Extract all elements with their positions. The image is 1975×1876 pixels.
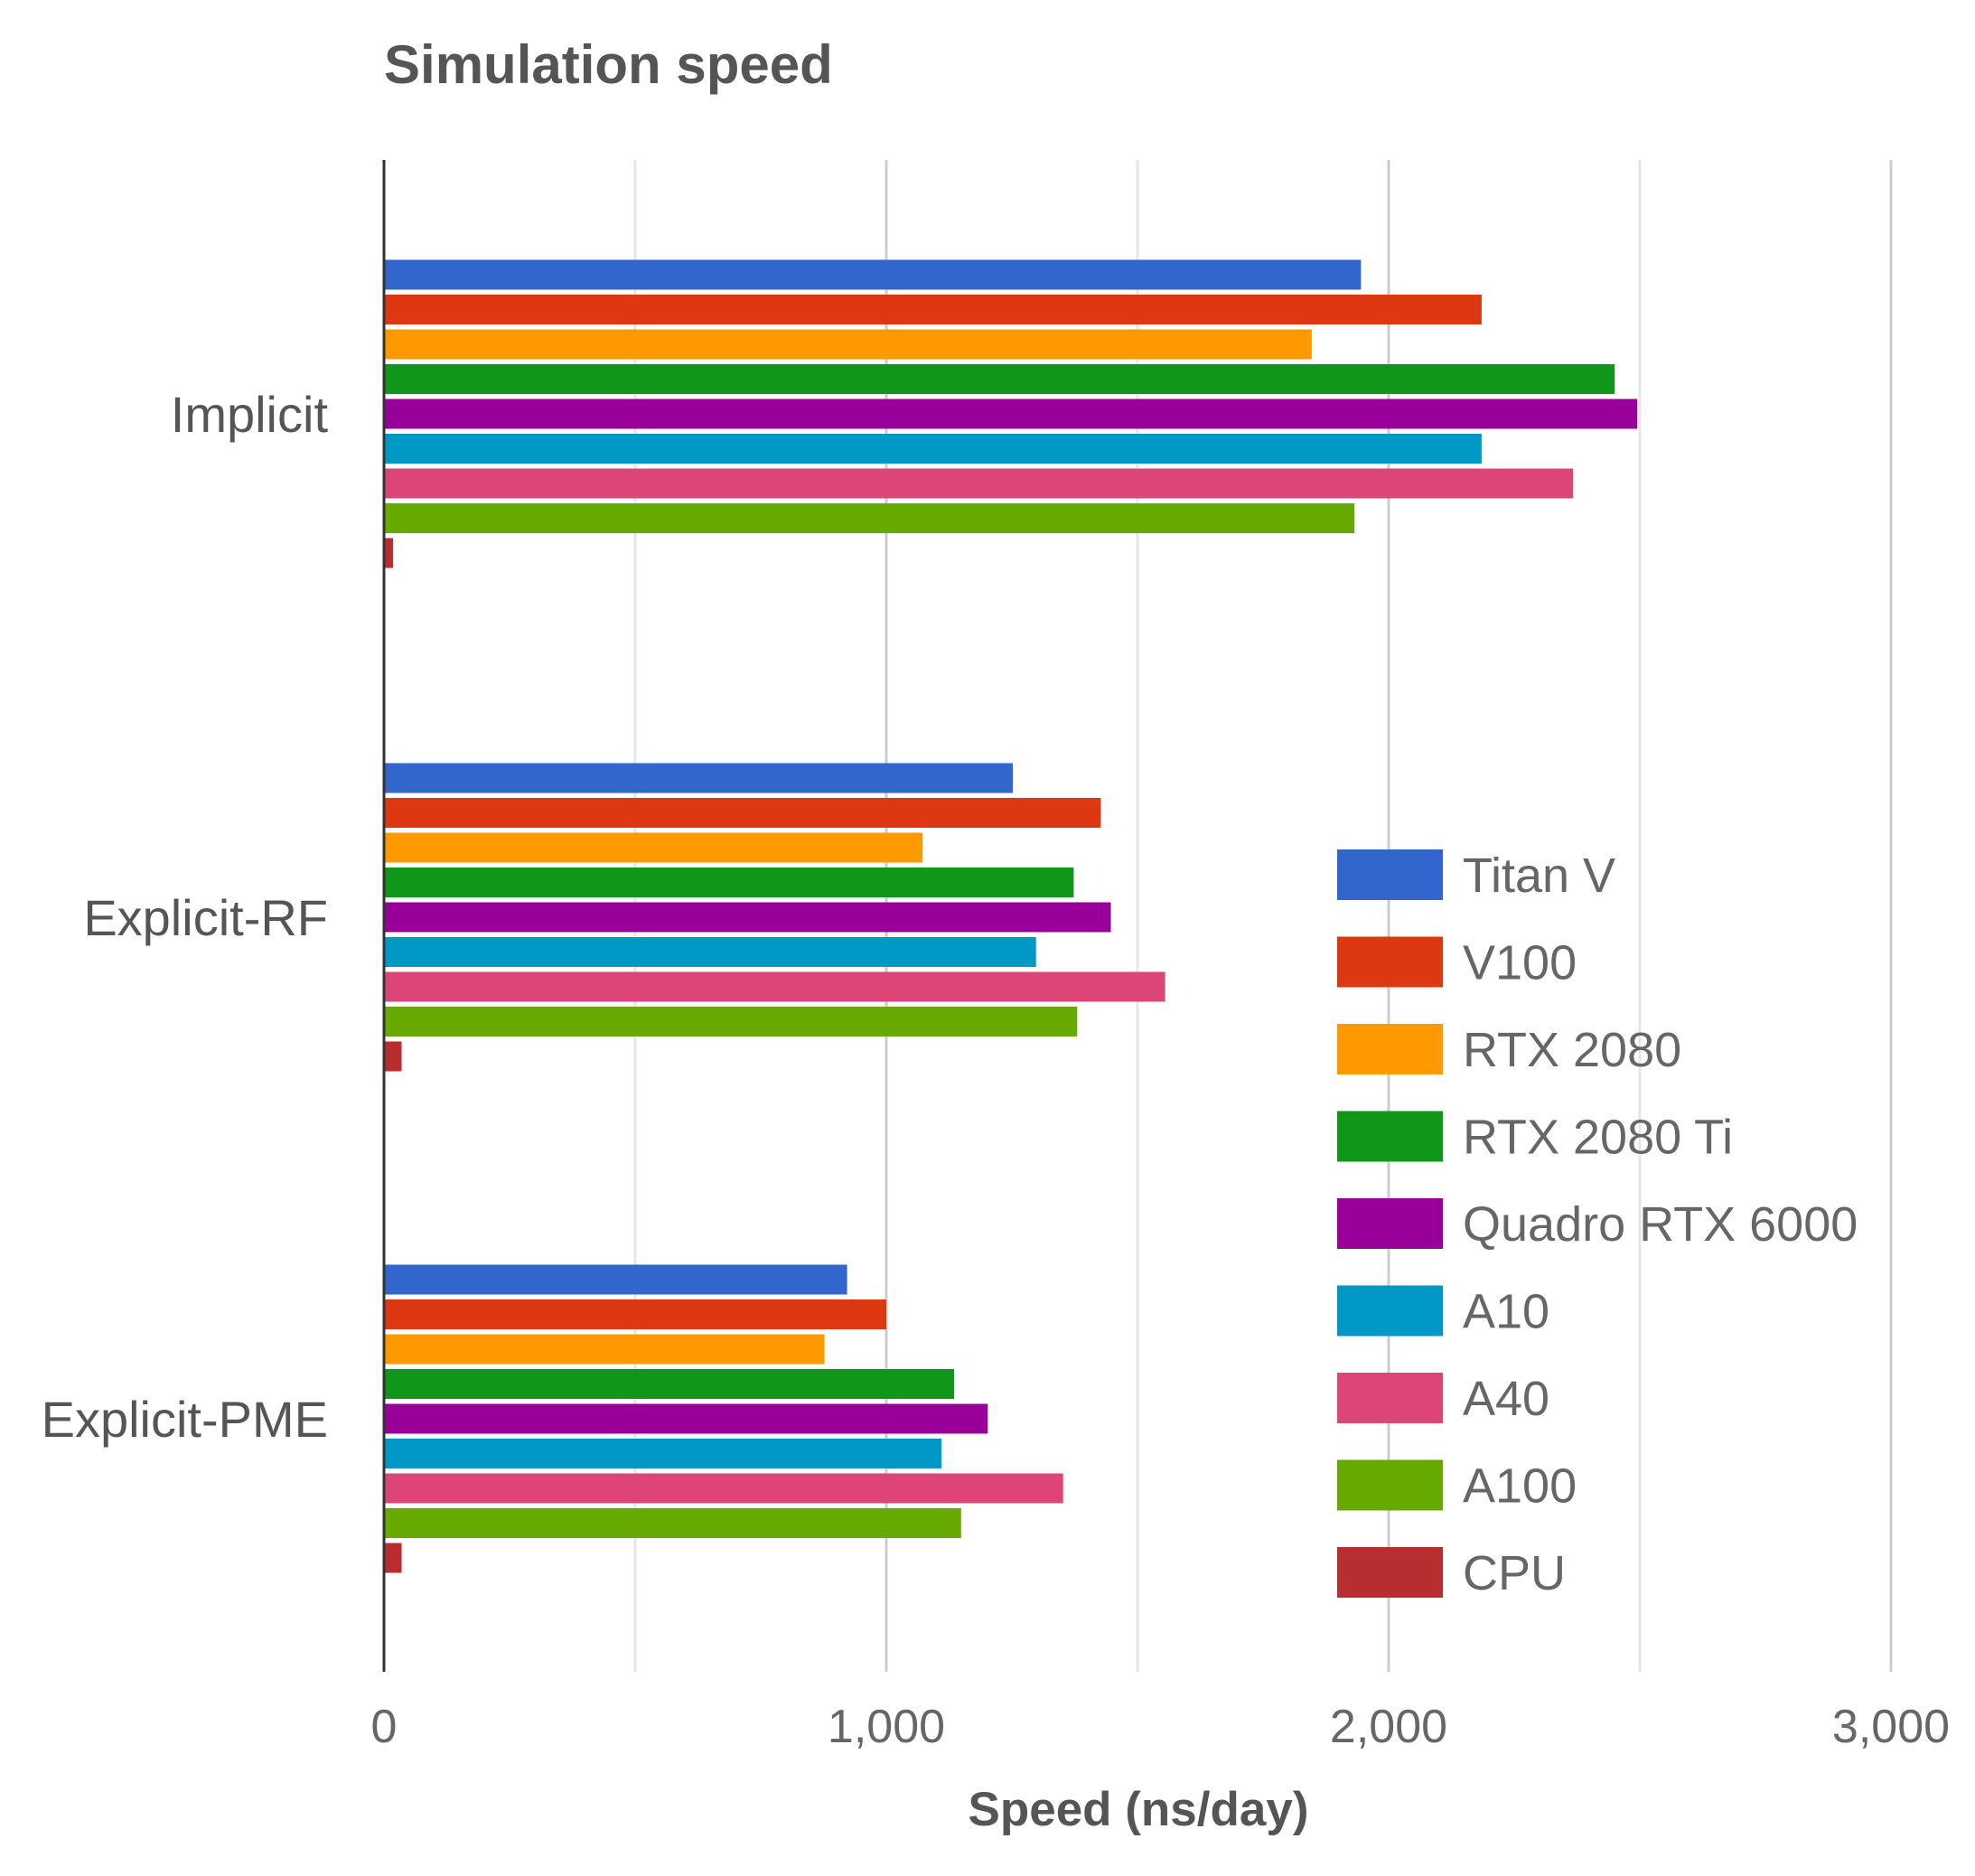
legend-label: CPU — [1463, 1546, 1566, 1600]
category-label: Explicit-RF — [83, 889, 328, 946]
legend-item: V100 — [1337, 936, 1577, 990]
bar-implicit-a10 — [384, 434, 1482, 464]
legend-label: A40 — [1463, 1372, 1549, 1426]
bar-implicit-titan-v — [384, 259, 1362, 290]
x-tick-label: 2,000 — [1330, 1701, 1447, 1753]
bar-explicit-pme-rtx-2080 — [384, 1334, 825, 1365]
x-tick-labels: 0 1,000 2,000 3,000 — [371, 1701, 1951, 1753]
bar-explicit-pme-a100 — [384, 1508, 961, 1538]
bars — [384, 259, 1638, 1573]
legend-item: Titan V — [1337, 849, 1615, 903]
bar-explicit-rf-a100 — [384, 1007, 1078, 1036]
legend: Titan V V100 RTX 2080 RTX 2080 Ti Quadro RTX… — [1337, 849, 1858, 1600]
bar-explicit-rf-v100 — [384, 798, 1101, 828]
x-axis-title: Speed (ns/day) — [969, 1783, 1309, 1836]
legend-item: A100 — [1337, 1459, 1577, 1514]
bar-explicit-pme-a40 — [384, 1473, 1063, 1504]
legend-label: A100 — [1463, 1459, 1577, 1514]
x-tick-label: 0 — [371, 1701, 398, 1753]
x-tick-label: 1,000 — [828, 1701, 945, 1753]
legend-label: V100 — [1463, 936, 1577, 990]
chart-title: Simulation speed — [384, 34, 833, 95]
legend-item: A10 — [1337, 1285, 1549, 1339]
bar-explicit-rf-quadro-rtx-6000 — [384, 902, 1111, 933]
bar-implicit-quadro-rtx-6000 — [384, 399, 1638, 429]
bar-implicit-rtx-2080-ti — [384, 364, 1615, 394]
legend-swatch — [1337, 1547, 1443, 1598]
legend-item: RTX 2080 — [1337, 1023, 1681, 1077]
x-tick-label: 3,000 — [1832, 1701, 1950, 1753]
legend-label: Titan V — [1463, 849, 1615, 903]
legend-item: A40 — [1337, 1372, 1549, 1426]
bar-explicit-rf-cpu — [384, 1041, 402, 1072]
legend-label: RTX 2080 Ti — [1463, 1111, 1733, 1165]
bar-explicit-pme-v100 — [384, 1299, 886, 1329]
legend-swatch — [1337, 1111, 1443, 1162]
legend-label: RTX 2080 — [1463, 1023, 1681, 1077]
bar-implicit-a100 — [384, 503, 1355, 533]
legend-label: Quadro RTX 6000 — [1463, 1197, 1858, 1252]
legend-swatch — [1337, 1459, 1443, 1511]
legend-swatch — [1337, 1024, 1443, 1074]
bar-explicit-rf-titan-v — [384, 763, 1014, 793]
legend-label: A10 — [1463, 1285, 1549, 1339]
category-label: Explicit-PME — [42, 1391, 328, 1448]
bar-implicit-a40 — [384, 468, 1574, 499]
bar-explicit-pme-titan-v — [384, 1264, 847, 1295]
legend-swatch — [1337, 849, 1443, 900]
legend-item: Quadro RTX 6000 — [1337, 1197, 1858, 1252]
bar-explicit-rf-rtx-2080-ti — [384, 868, 1074, 897]
bar-explicit-rf-rtx-2080 — [384, 832, 922, 863]
legend-swatch — [1337, 1373, 1443, 1423]
category-labels: Implicit Explicit-RF Explicit-PME — [42, 386, 329, 1448]
bar-explicit-pme-cpu — [384, 1543, 402, 1573]
legend-item: CPU — [1337, 1546, 1566, 1600]
bar-implicit-rtx-2080 — [384, 329, 1312, 360]
bar-explicit-rf-a10 — [384, 937, 1036, 967]
bar-explicit-pme-quadro-rtx-6000 — [384, 1403, 988, 1434]
legend-swatch — [1337, 1285, 1443, 1337]
legend-item: RTX 2080 Ti — [1337, 1111, 1733, 1165]
bar-explicit-rf-a40 — [384, 971, 1165, 1002]
bar-implicit-v100 — [384, 295, 1482, 324]
category-label: Implicit — [171, 386, 329, 443]
bar-explicit-pme-a10 — [384, 1439, 942, 1468]
legend-swatch — [1337, 936, 1443, 988]
bar-explicit-pme-rtx-2080-ti — [384, 1369, 955, 1399]
bar-implicit-cpu — [384, 538, 393, 568]
legend-swatch — [1337, 1198, 1443, 1249]
